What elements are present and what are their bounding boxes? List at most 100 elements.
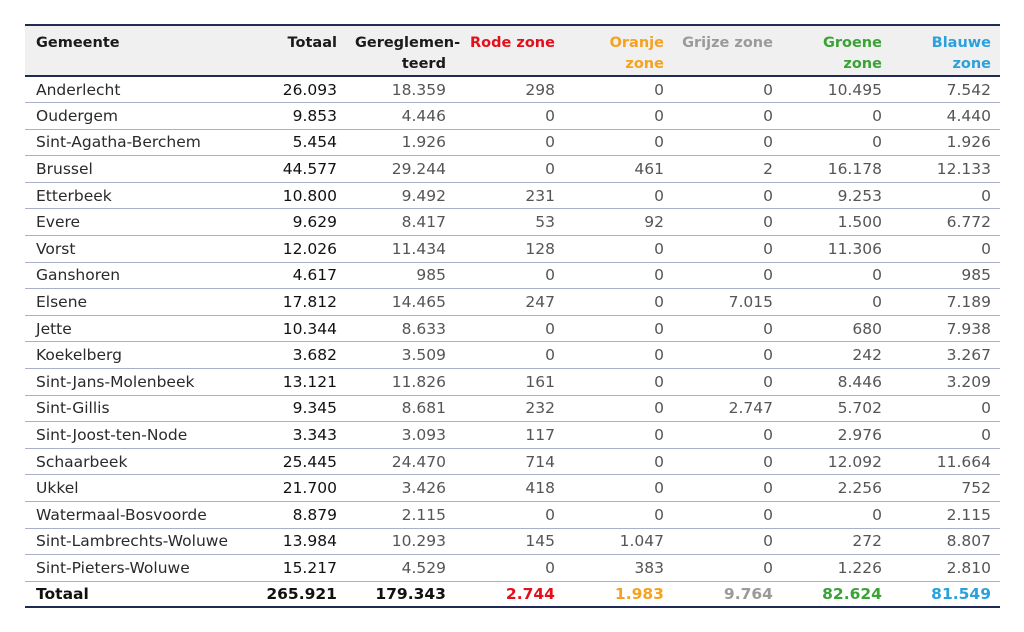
cell-blauw: 3.267 <box>946 346 991 365</box>
total-cell-gereglementeerd: 179.343 <box>375 585 446 604</box>
cell-rode: 0 <box>545 319 555 338</box>
cell-groen: 2.256 <box>837 479 882 498</box>
cell-grijs: 0 <box>763 239 773 258</box>
cell-groen: 11.306 <box>827 239 882 258</box>
cell-totaal: 10.800 <box>282 186 337 205</box>
cell-gemeente: Sint-Gillis <box>36 399 110 418</box>
cell-totaal: 10.344 <box>282 319 337 338</box>
cell-totaal: 25.445 <box>282 452 337 471</box>
table-row: Anderlecht 26.093 18.359 298 0 0 10.495 7.542 <box>25 76 1000 103</box>
cell-rode: 418 <box>525 479 555 498</box>
cell-gereglementeerd: 3.093 <box>401 426 446 445</box>
cell-rode: 0 <box>545 266 555 285</box>
total-cell-groen: 82.624 <box>822 585 882 604</box>
cell-blauw: 11.664 <box>936 452 991 471</box>
cell-totaal: 12.026 <box>282 239 337 258</box>
cell-gereglementeerd: 2.115 <box>401 505 446 524</box>
cell-totaal: 9.853 <box>292 106 337 125</box>
cell-oranje: 0 <box>654 452 664 471</box>
table-row: Schaarbeek 25.445 24.470 714 0 0 12.092 11.664 <box>25 448 1000 475</box>
cell-oranje: 0 <box>654 239 664 258</box>
cell-totaal: 26.093 <box>282 80 337 99</box>
cell-gereglementeerd: 1.926 <box>401 133 446 152</box>
cell-grijs: 0 <box>763 213 773 232</box>
cell-totaal: 5.454 <box>292 133 337 152</box>
cell-rode: 0 <box>545 133 555 152</box>
cell-totaal: 15.217 <box>282 558 337 577</box>
cell-oranje: 92 <box>644 213 664 232</box>
cell-gemeente: Koekelberg <box>36 346 122 365</box>
cell-grijs: 0 <box>763 532 773 551</box>
cell-oranje: 0 <box>654 479 664 498</box>
cell-oranje: 0 <box>654 372 664 391</box>
cell-blauw: 0 <box>981 426 991 445</box>
cell-rode: 232 <box>525 399 555 418</box>
total-row: Totaal 265.921 179.343 2.744 1.983 9.764 82.62… <box>25 581 1000 608</box>
cell-totaal: 21.700 <box>282 479 337 498</box>
cell-gemeente: Evere <box>36 213 81 232</box>
total-cell-blauw: 81.549 <box>931 585 991 604</box>
cell-blauw: 3.209 <box>946 372 991 391</box>
table-row: Ganshoren 4.617 985 0 0 0 0 985 <box>25 262 1000 289</box>
cell-oranje: 0 <box>654 399 664 418</box>
table-row: Brussel 44.577 29.244 0 461 2 16.178 12.133 <box>25 156 1000 183</box>
cell-rode: 128 <box>525 239 555 258</box>
table-row: Watermaal-Bosvoorde 8.879 2.115 0 0 0 0 2.115 <box>25 502 1000 529</box>
cell-gereglementeerd: 4.446 <box>401 106 446 125</box>
table-row: Etterbeek 10.800 9.492 231 0 0 9.253 0 <box>25 182 1000 209</box>
cell-gemeente: Elsene <box>36 293 88 312</box>
table-body: Anderlecht 26.093 18.359 298 0 0 10.495 7.542 Ou… <box>25 76 1000 608</box>
cell-gemeente: Vorst <box>36 239 76 258</box>
cell-oranje: 0 <box>654 319 664 338</box>
cell-groen: 0 <box>872 106 882 125</box>
table-row: Ukkel 21.700 3.426 418 0 0 2.256 752 <box>25 475 1000 502</box>
cell-rode: 0 <box>545 346 555 365</box>
total-cell-grijs: 9.764 <box>723 585 773 604</box>
cell-grijs: 0 <box>763 80 773 99</box>
cell-oranje: 0 <box>654 266 664 285</box>
cell-blauw: 2.115 <box>946 505 991 524</box>
cell-rode: 53 <box>535 213 555 232</box>
parking-table-container: Gemeente Totaal Gereglemen-teerd Rode zo… <box>25 24 1000 608</box>
cell-grijs: 0 <box>763 133 773 152</box>
cell-rode: 714 <box>525 452 555 471</box>
table-row: Sint-Lambrechts-Woluwe 13.984 10.293 145 1.0… <box>25 528 1000 555</box>
total-cell-rode: 2.744 <box>505 585 555 604</box>
cell-groen: 1.226 <box>837 558 882 577</box>
cell-oranje: 383 <box>634 558 664 577</box>
cell-rode: 247 <box>525 293 555 312</box>
cell-groen: 12.092 <box>827 452 882 471</box>
cell-gereglementeerd: 10.293 <box>391 532 446 551</box>
table-row: Sint-Pieters-Woluwe 15.217 4.529 0 383 0 1.226… <box>25 555 1000 582</box>
cell-groen: 5.702 <box>837 399 882 418</box>
header-gereglementeerd-line1: Gereglemen- <box>354 35 461 51</box>
cell-totaal: 8.879 <box>292 505 337 524</box>
cell-grijs: 0 <box>763 479 773 498</box>
cell-grijs: 0 <box>763 558 773 577</box>
cell-totaal: 4.617 <box>292 266 337 285</box>
cell-gemeente: Ukkel <box>36 479 79 498</box>
cell-oranje: 0 <box>654 186 664 205</box>
cell-oranje: 1.047 <box>619 532 664 551</box>
cell-oranje: 0 <box>654 106 664 125</box>
cell-gereglementeerd: 11.826 <box>391 372 446 391</box>
cell-totaal: 9.629 <box>292 213 337 232</box>
cell-grijs: 0 <box>763 372 773 391</box>
cell-gemeente: Etterbeek <box>36 186 112 205</box>
cell-blauw: 1.926 <box>946 133 991 152</box>
header-groene-zone: Groene zone <box>822 35 882 72</box>
table-row: Oudergem 9.853 4.446 0 0 0 0 4.440 <box>25 103 1000 130</box>
table-row: Sint-Joost-ten-Node 3.343 3.093 117 0 0 2.976 0 <box>25 422 1000 449</box>
cell-rode: 0 <box>545 558 555 577</box>
cell-gemeente: Schaarbeek <box>36 452 128 471</box>
cell-blauw: 4.440 <box>946 106 991 125</box>
table-header: Gemeente Totaal Gereglemen-teerd Rode zo… <box>25 25 1000 76</box>
cell-gereglementeerd: 3.509 <box>401 346 446 365</box>
cell-blauw: 6.772 <box>946 213 991 232</box>
table-row: Vorst 12.026 11.434 128 0 0 11.306 0 <box>25 236 1000 263</box>
cell-groen: 1.500 <box>837 213 882 232</box>
header-oranje-zone: Oranje zone <box>609 35 664 72</box>
total-cell-gemeente: Totaal <box>36 585 89 604</box>
cell-gereglementeerd: 3.426 <box>401 479 446 498</box>
cell-gemeente: Jette <box>36 319 72 338</box>
